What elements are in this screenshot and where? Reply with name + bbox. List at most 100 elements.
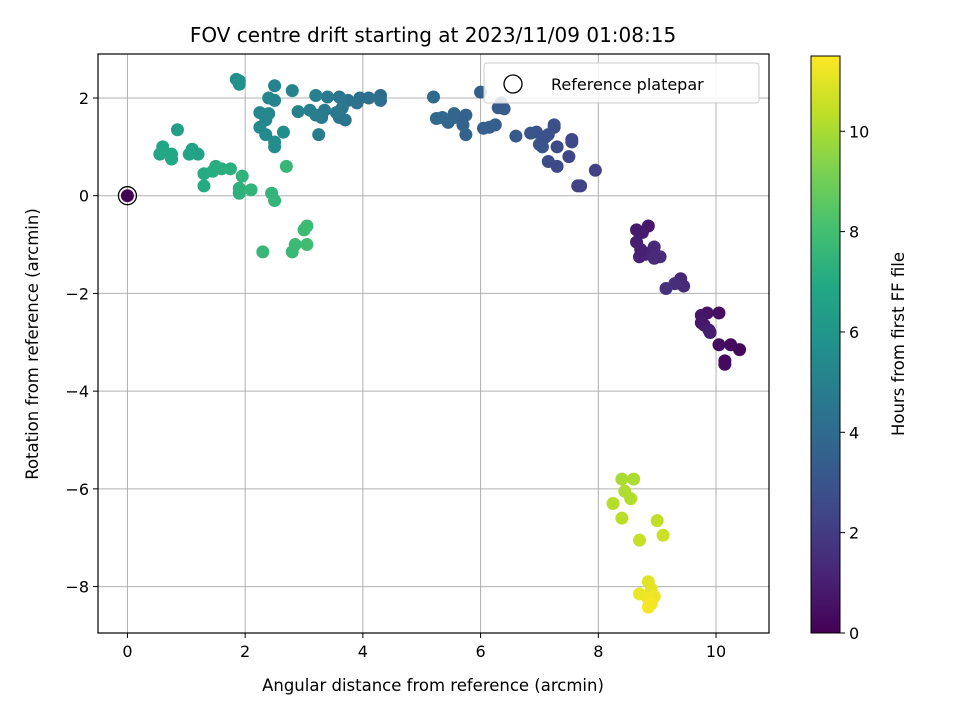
x-tick-label: 4 [358,642,368,661]
data-point [541,128,555,142]
x-tick-label: 6 [475,642,485,661]
data-point [633,533,647,547]
data-point [650,514,664,528]
data-point [724,338,738,352]
data-point [321,90,335,104]
data-point [641,600,655,614]
data-point [335,101,349,115]
data-point [535,140,549,154]
data-point [279,159,293,173]
data-point [718,354,732,368]
y-tick-label: −4 [65,382,89,401]
colorbar-tick-label: 10 [849,122,869,141]
colorbar-tick-label: 4 [849,423,859,442]
data-point [547,118,561,132]
data-point [268,135,282,149]
data-point [647,251,661,265]
colorbar-tick-label: 8 [849,223,859,242]
colorbar-ticks: 0 2 4 6 8 10 [840,122,869,643]
data-point [630,223,644,237]
data-point [256,245,270,259]
data-point [641,219,655,233]
data-point [244,183,258,197]
data-point [562,150,576,164]
colorbar-gradient [810,55,841,634]
data-point [165,152,179,166]
data-point [541,154,555,168]
data-point [312,128,326,142]
data-point [509,129,523,143]
x-axis-label: Angular distance from reference (arcmin) [262,676,604,695]
legend-label-reference: Reference platepar [551,75,704,94]
data-point [268,194,282,208]
data-point [232,77,246,91]
colorbar-label: Hours from first FF file [889,252,908,436]
data-point [634,242,648,256]
y-tick-label: −2 [65,284,89,303]
data-point [656,528,670,542]
data-point [459,108,473,122]
data-point [300,219,314,233]
data-point [232,186,246,200]
data-point [627,472,641,486]
data-point [332,90,346,104]
legend: Reference platepar [483,62,760,104]
data-point [429,111,443,125]
data-point [659,282,673,296]
reference-point-ring [117,186,138,206]
data-point [170,123,184,137]
colorbar-tick-label: 0 [849,624,859,643]
data-point [288,238,302,252]
data-point [259,128,273,142]
data-point [712,306,726,320]
grid-lines [98,54,769,633]
data-point [182,147,196,161]
data-point [262,107,276,121]
data-point [456,118,470,132]
data-point [374,93,388,107]
data-point [291,105,305,119]
reference-point-marker [120,189,134,203]
data-point [565,133,579,147]
data-point [571,179,585,193]
data-point [309,89,323,103]
y-tick-label: −6 [65,480,89,499]
data-point [153,147,167,161]
colorbar-tick-label: 2 [849,524,859,543]
x-tick-label: 10 [706,642,726,661]
data-point [712,338,726,352]
data-point [703,326,717,340]
data-point [285,84,299,98]
data-point [197,179,211,193]
data-point [223,162,237,176]
chart-title: FOV centre drift starting at 2023/11/09 … [190,23,676,47]
y-axis-ticks: 2 0 −2 −4 −6 −8 [65,89,98,597]
data-point [588,163,602,177]
scatter-points [117,72,747,614]
data-point [624,492,638,506]
x-tick-label: 8 [593,642,603,661]
y-axis-label: Rotation from reference (arcmin) [23,208,42,480]
y-tick-label: −8 [65,578,89,597]
data-point [268,79,282,93]
data-point [459,128,473,142]
data-point [477,121,491,135]
data-point [524,126,538,140]
colorbar: 0 2 4 6 8 10 Hours from first FF file [810,55,908,643]
data-point [615,472,629,486]
x-tick-label: 0 [122,642,132,661]
data-point [268,93,282,107]
data-point [550,140,564,154]
legend-marker-reference [503,74,523,94]
data-point [276,125,290,139]
plot-frame [97,53,770,634]
legend-box [483,62,760,104]
data-point [606,497,620,511]
x-tick-label: 2 [240,642,250,661]
y-tick-label: 0 [79,187,89,206]
x-axis-ticks: 0 2 4 6 8 10 [122,633,726,661]
data-point [300,238,314,252]
data-point [615,511,629,525]
data-point [303,103,317,117]
